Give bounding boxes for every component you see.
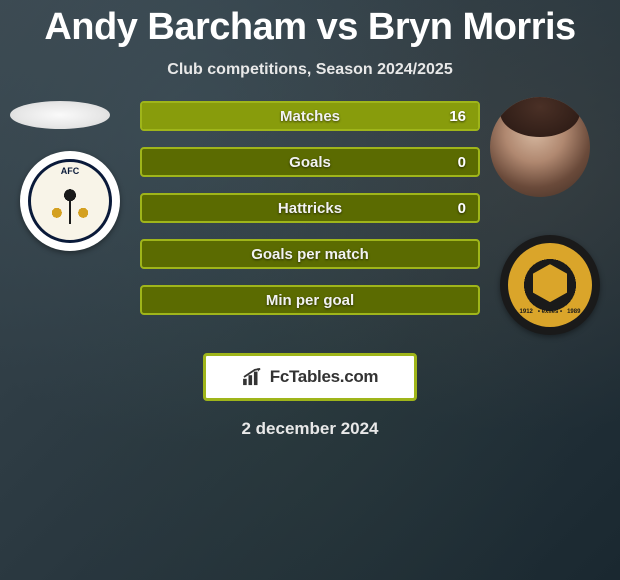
stat-bars: Matches 16 Goals 0 Hattricks 0 Goals per… [140,101,480,331]
main-compare-area: Matches 16 Goals 0 Hattricks 0 Goals per… [0,101,620,341]
player-left-avatar [10,101,110,129]
stat-bar-goals-per-match: Goals per match [140,239,480,269]
stat-bar-min-per-goal: Min per goal [140,285,480,315]
date-text: 2 december 2024 [0,419,620,439]
stat-label: Min per goal [142,287,478,313]
stat-bar-hattricks: Hattricks 0 [140,193,480,223]
chart-icon [242,368,264,386]
page-title: Andy Barcham vs Bryn Morris [0,0,620,49]
stat-value: 16 [449,103,466,129]
stat-value: 0 [458,195,466,221]
stat-bar-goals: Goals 0 [140,147,480,177]
player-right-avatar [490,97,590,197]
brand-box: FcTables.com [203,353,417,401]
club-left-badge [20,151,120,251]
stat-bar-matches: Matches 16 [140,101,480,131]
stat-label: Matches [142,103,478,129]
stat-value: 0 [458,149,466,175]
stat-label: Goals [142,149,478,175]
stat-label: Hattricks [142,195,478,221]
club-right-badge [500,235,600,335]
subtitle: Club competitions, Season 2024/2025 [0,61,620,79]
brand-text: FcTables.com [270,367,379,387]
stat-label: Goals per match [142,241,478,267]
newport-county-icon [508,243,592,327]
content-area: Andy Barcham vs Bryn Morris Club competi… [0,0,620,439]
afc-wimbledon-icon [28,159,112,243]
